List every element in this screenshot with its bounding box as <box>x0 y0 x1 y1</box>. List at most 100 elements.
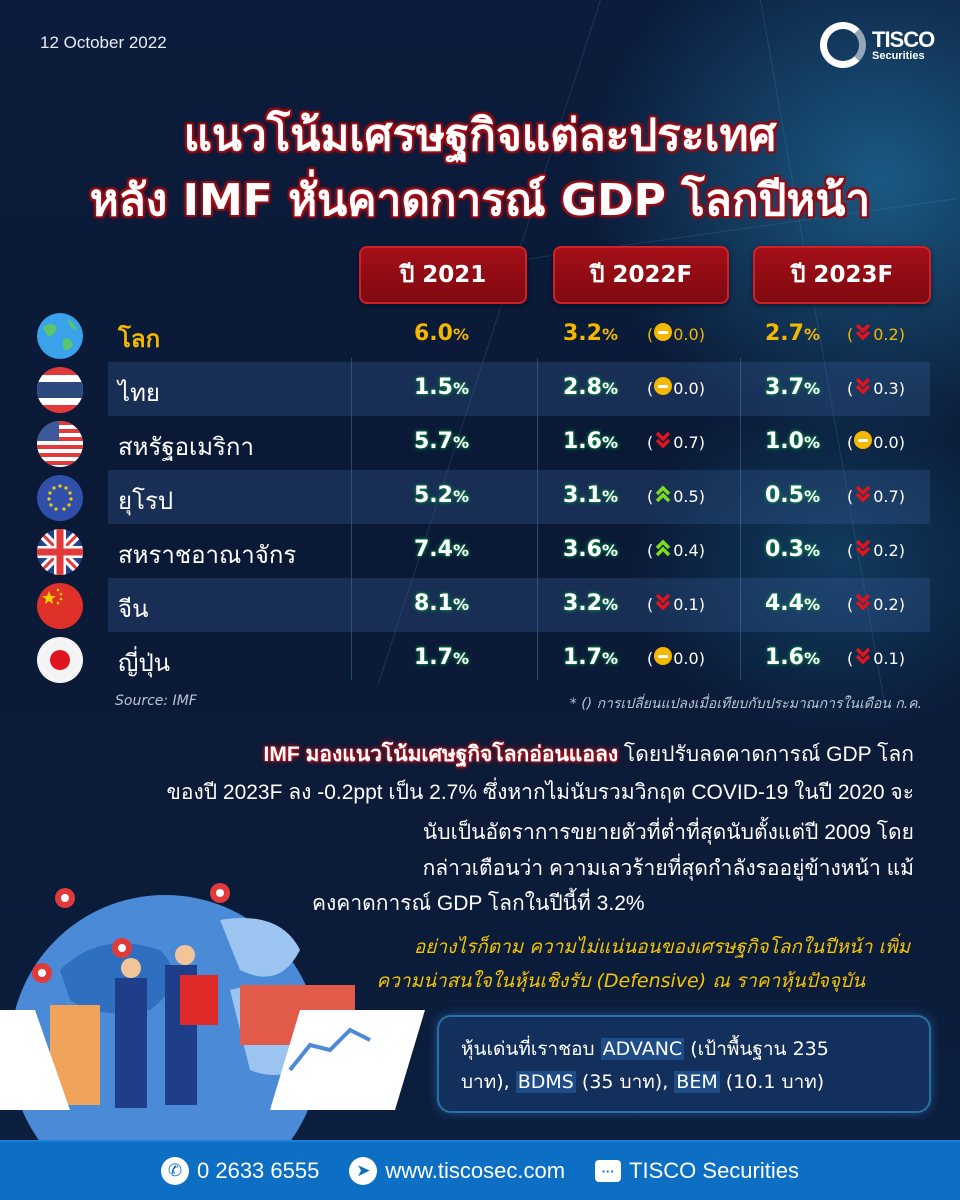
row-band <box>108 470 930 524</box>
change-2022f: (0.7) <box>647 431 705 453</box>
table-row: ญี่ปุ่น 1.7% 1.7% (0.0) 1.6% (0.1) <box>0 632 960 686</box>
table-row: โลก 6.0% 3.2% (0.0) 2.7% (0.2) <box>0 308 960 362</box>
gdp-2022f: 3.2% <box>563 591 619 616</box>
double-chevron-down-icon <box>853 377 873 399</box>
change-2023f: (0.3) <box>847 377 905 399</box>
thailand-flag-icon <box>37 367 83 413</box>
uk-flag-icon <box>37 529 83 575</box>
change-2023f: (0.0) <box>847 431 905 453</box>
double-chevron-down-icon <box>853 323 873 345</box>
change-2022f: (0.0) <box>647 377 705 399</box>
gdp-2023f: 3.7% <box>765 375 821 400</box>
logo-ring-icon <box>820 22 866 68</box>
double-chevron-down-icon <box>653 593 673 615</box>
globe-business-illustration <box>0 883 425 1140</box>
change-2022f: (0.1) <box>647 593 705 615</box>
phone-number: 0 2633 6555 <box>197 1158 320 1183</box>
phone-icon: ✆ <box>161 1157 189 1185</box>
minus-circle-icon <box>653 647 673 669</box>
gdp-2022f: 3.6% <box>563 537 619 562</box>
gdp-2022f: 2.8% <box>563 375 619 400</box>
gdp-2021: 6.0% <box>414 321 470 346</box>
column-header-2023f: ปี 2023F <box>753 246 931 304</box>
body-line-3: นับเป็นอัตราการขยายตัวที่ต่ำที่สุดนับตั้… <box>422 821 914 844</box>
double-chevron-down-icon <box>653 431 673 453</box>
footer-bar: ✆ 0 2633 6555 ➤ www.tiscosec.com ··· TIS… <box>0 1140 960 1200</box>
japan-flag-icon <box>37 637 83 683</box>
change-2022f: (0.0) <box>647 323 705 345</box>
gdp-2021: 5.7% <box>414 429 470 454</box>
change-2023f: (0.7) <box>847 485 905 507</box>
double-chevron-down-icon <box>853 539 873 561</box>
footer-social[interactable]: ··· TISCO Securities <box>595 1158 799 1184</box>
gdp-2022f: 3.1% <box>563 483 619 508</box>
double-chevron-up-icon <box>653 485 673 507</box>
gdp-2021: 7.4% <box>414 537 470 562</box>
cursor-icon: ➤ <box>349 1157 378 1185</box>
footer-website-link[interactable]: ➤ www.tiscosec.com <box>349 1157 565 1185</box>
eu-flag-icon <box>37 475 83 521</box>
double-chevron-up-icon <box>653 539 673 561</box>
gdp-2021: 8.1% <box>414 591 470 616</box>
minus-circle-icon <box>853 431 873 453</box>
body-line-1-text: โดยปรับลดคาดการณ์ GDP โลก <box>618 743 914 766</box>
page-title-line2: หลัง IMF หั่นคาดการณ์ GDP โลกปีหน้า <box>89 175 871 226</box>
change-2023f: (0.2) <box>847 539 905 561</box>
body-line-5: คงคาดการณ์ GDP โลกในปีนี้ที่ 3.2% <box>312 892 645 915</box>
ticker-bem: BEM <box>674 1071 720 1093</box>
column-header-2021: ปี 2021 <box>359 246 527 304</box>
footer-phone[interactable]: ✆ 0 2633 6555 <box>161 1157 319 1185</box>
social-name: TISCO Securities <box>629 1158 799 1183</box>
row-band <box>108 578 930 632</box>
change-2022f: (0.5) <box>647 485 705 507</box>
report-date: 12 October 2022 <box>40 33 167 52</box>
gdp-2023f: 4.4% <box>765 591 821 616</box>
change-2022f: (0.4) <box>647 539 705 561</box>
double-chevron-down-icon <box>853 485 873 507</box>
table-row: สหรัฐอเมริกา 5.7% 1.6% (0.7) 1.0% (0.0) <box>0 416 960 470</box>
gdp-2023f: 1.0% <box>765 429 821 454</box>
double-chevron-down-icon <box>853 647 873 669</box>
body-line-2: ของปี 2023F ลง -0.2ppt เป็น 2.7% ซึ่งหาก… <box>166 781 915 804</box>
change-2022f: (0.0) <box>647 647 705 669</box>
gdp-2021: 5.2% <box>414 483 470 508</box>
country-name: ไทย <box>118 379 160 407</box>
body-line-1: IMF มองแนวโน้มเศษฐกิจโลกอ่อนแอลง โดยปรับ… <box>264 738 914 771</box>
table-row: ยุโรป 5.2% 3.1% (0.5) 0.5% (0.7) <box>0 470 960 524</box>
picks-prefix: หุ้นเด่นที่เราชอบ <box>461 1038 601 1060</box>
gdp-2021: 1.5% <box>414 375 470 400</box>
stock-picks-box: หุ้นเด่นที่เราชอบ ADVANC (เป้าพื้นฐาน 23… <box>437 1015 931 1113</box>
tisco-logo: TISCO Securities <box>820 22 935 68</box>
gdp-2022f: 1.6% <box>563 429 619 454</box>
ticker-bdms: BDMS <box>515 1071 576 1093</box>
source-label: Source: IMF <box>115 693 197 709</box>
page-title-line1: แนวโน้มเศรษฐกิจแต่ละประเทศ <box>183 110 777 161</box>
table-row: จีน 8.1% 3.2% (0.1) 4.4% (0.2) <box>0 578 960 632</box>
body-highlight: IMF มองแนวโน้มเศษฐกิจโลกอ่อนแอลง <box>263 743 619 766</box>
usa-flag-icon <box>37 421 83 467</box>
change-2023f: (0.1) <box>847 647 905 669</box>
minus-circle-icon <box>653 377 673 399</box>
logo-sub: Securities <box>872 49 925 62</box>
gdp-2023f: 0.3% <box>765 537 821 562</box>
gdp-2022f: 3.2% <box>563 321 619 346</box>
outlook-line-1: อย่างไรก็ตาม ความไม่แน่นอนของเศรษฐกิจโลก… <box>413 936 910 958</box>
picks-text: บาท), <box>461 1071 516 1093</box>
column-divider <box>351 358 352 680</box>
country-name: จีน <box>118 595 149 623</box>
footnote: * () การเปลี่ยนแปลงเมื่อเทียบกับประมาณกา… <box>569 696 922 712</box>
logo-main: TISCO <box>872 26 935 52</box>
change-2023f: (0.2) <box>847 593 905 615</box>
change-2023f: (0.2) <box>847 323 905 345</box>
country-name: ญี่ปุ่น <box>118 649 171 677</box>
country-name: โลก <box>118 325 161 353</box>
table-row: ไทย 1.5% 2.8% (0.0) 3.7% (0.3) <box>0 362 960 416</box>
country-name: ยุโรป <box>118 487 174 515</box>
double-chevron-down-icon <box>853 593 873 615</box>
column-divider <box>740 358 741 680</box>
country-name: สหราชอาณาจักร <box>118 541 297 569</box>
globe-icon <box>37 313 83 359</box>
table-row: สหราชอาณาจักร 7.4% 3.6% (0.4) 0.3% (0.2) <box>0 524 960 578</box>
china-flag-icon <box>37 583 83 629</box>
minus-circle-icon <box>653 323 673 345</box>
